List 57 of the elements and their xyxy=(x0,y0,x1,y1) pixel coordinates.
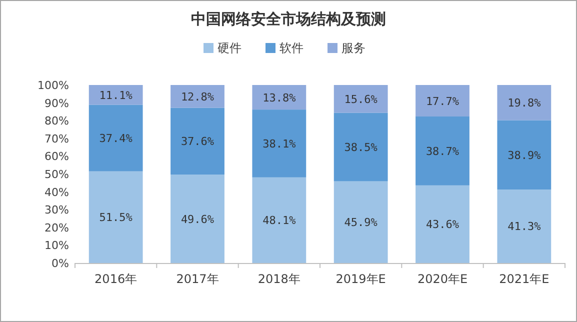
data-label: 43.6% xyxy=(426,218,460,232)
data-label: 13.8% xyxy=(262,91,296,104)
bar xyxy=(170,85,224,108)
bar xyxy=(416,116,470,186)
legend-label: 服务 xyxy=(342,41,366,55)
x-tick-label: 2017年 xyxy=(176,272,219,286)
y-tick-label: 90% xyxy=(44,96,69,110)
bar xyxy=(88,171,143,263)
x-tick-label: 2020年E xyxy=(417,272,468,286)
data-label: 41.3% xyxy=(508,220,542,234)
data-label: 38.9% xyxy=(508,148,542,162)
y-tick-label: 40% xyxy=(44,186,69,199)
bar xyxy=(334,85,388,113)
bar xyxy=(416,185,470,263)
y-tick-label: 20% xyxy=(44,221,69,234)
bar xyxy=(497,189,552,263)
bar xyxy=(88,104,143,172)
data-label: 38.5% xyxy=(344,141,378,154)
x-tick-label: 2016年 xyxy=(94,272,138,286)
x-tick-label: 2018年 xyxy=(258,272,300,286)
bar xyxy=(497,85,552,120)
bar xyxy=(252,177,306,263)
bar xyxy=(252,85,306,110)
y-tick-label: 30% xyxy=(44,204,69,217)
data-label: 17.7% xyxy=(426,94,460,108)
x-tick-label: 2021年E xyxy=(499,272,550,286)
y-tick-label: 100% xyxy=(38,79,69,92)
data-label: 49.6% xyxy=(180,212,214,226)
bar xyxy=(170,174,224,263)
y-tick-label: 70% xyxy=(44,132,69,146)
y-tick-label: 50% xyxy=(44,168,69,181)
data-label: 48.1% xyxy=(262,214,296,228)
data-label: 19.8% xyxy=(508,96,542,110)
y-tick-label: 0% xyxy=(52,257,69,270)
data-label: 38.1% xyxy=(262,137,296,150)
y-tick-label: 10% xyxy=(44,239,69,252)
data-label: 11.1% xyxy=(99,88,133,102)
y-tick-label: 60% xyxy=(44,150,69,164)
data-label: 15.6% xyxy=(344,92,378,106)
bar xyxy=(416,85,470,117)
y-tick-label: 80% xyxy=(44,114,69,128)
legend-label: 硬件 xyxy=(218,41,242,55)
chart-title: 中国网络安全市场结构及预测 xyxy=(191,10,386,28)
bar xyxy=(334,112,388,182)
bar xyxy=(170,108,224,175)
data-label: 38.7% xyxy=(426,144,460,158)
data-label: 37.4% xyxy=(99,132,133,146)
data-label: 45.9% xyxy=(344,216,378,230)
bar xyxy=(334,181,388,263)
data-label: 51.5% xyxy=(99,211,133,224)
bar xyxy=(88,85,143,105)
bar xyxy=(252,110,306,178)
legend-label: 软件 xyxy=(280,41,304,55)
data-label: 37.6% xyxy=(180,135,214,148)
bar xyxy=(497,120,552,190)
x-tick-label: 2019年E xyxy=(336,272,386,286)
data-label: 12.8% xyxy=(180,90,214,104)
